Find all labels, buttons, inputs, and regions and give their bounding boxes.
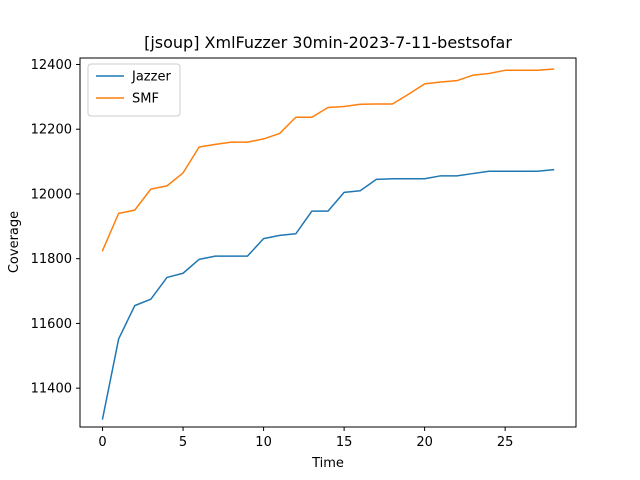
- legend-label-smf: SMF: [132, 92, 159, 107]
- x-tick-label: 20: [416, 435, 433, 450]
- x-axis-label: Time: [311, 456, 344, 471]
- legend-box: [87, 63, 181, 117]
- x-tick-label: 10: [255, 435, 272, 450]
- x-tick-label: 25: [497, 435, 514, 450]
- x-tick-label: 0: [98, 435, 106, 450]
- y-tick-label: 11600: [31, 317, 72, 332]
- y-tick-label: 12000: [31, 187, 72, 202]
- series-layer: [101, 68, 555, 420]
- x-tick-label: 5: [179, 435, 187, 450]
- y-axis: 11400 11600 11800 12000 12200 12400: [31, 58, 80, 397]
- legend-label-jazzer: Jazzer: [131, 70, 171, 85]
- series-line-smf: [101, 68, 555, 252]
- x-axis: 0 5 10 15 20 25: [98, 427, 513, 450]
- legend: Jazzer SMF: [87, 63, 181, 117]
- chart-title: [jsoup] XmlFuzzer 30min-2023-7-11-bestso…: [144, 33, 512, 52]
- series-line-jazzer: [101, 168, 555, 420]
- x-tick-label: 15: [336, 435, 353, 450]
- y-axis-label: Coverage: [7, 211, 22, 273]
- y-tick-label: 11400: [31, 382, 72, 397]
- plot-frame: [79, 57, 577, 428]
- y-tick-label: 11800: [31, 252, 72, 267]
- y-tick-label: 12200: [31, 123, 72, 138]
- y-tick-label: 12400: [31, 58, 72, 73]
